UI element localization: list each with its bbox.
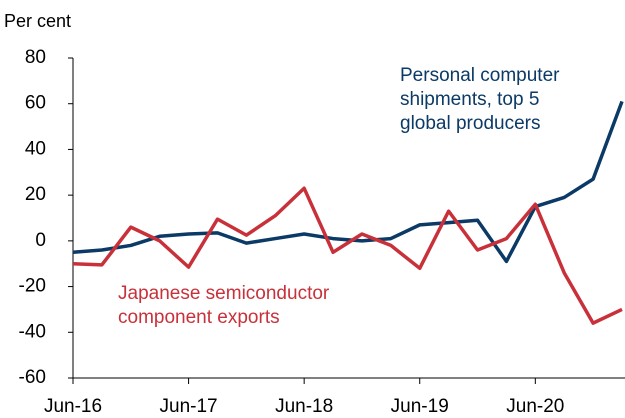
x-tick-label: Jun-19 bbox=[391, 396, 449, 417]
series-label: Personal computer bbox=[400, 65, 560, 86]
y-tick-label: -40 bbox=[19, 321, 46, 342]
series-line bbox=[72, 186, 623, 325]
series-label: shipments, top 5 bbox=[400, 89, 539, 110]
x-tick-label: Jun-20 bbox=[506, 396, 564, 417]
series-line bbox=[72, 100, 624, 264]
y-tick-label: 20 bbox=[25, 184, 46, 205]
x-tick-label: Jun-18 bbox=[275, 396, 333, 417]
series-label: Japanese semiconductor bbox=[118, 283, 330, 304]
y-tick-label: 80 bbox=[25, 47, 46, 68]
y-tick-label: -60 bbox=[19, 367, 46, 388]
y-tick-label: -20 bbox=[19, 276, 46, 297]
y-tick-label: 40 bbox=[25, 138, 46, 159]
y-tick-label: 60 bbox=[25, 93, 46, 114]
x-tick-label: Jun-17 bbox=[160, 396, 218, 417]
y-axis-label: Per cent bbox=[4, 11, 71, 31]
x-tick-label: Jun-16 bbox=[44, 396, 102, 417]
y-tick-label: 0 bbox=[35, 230, 46, 251]
series-label: component exports bbox=[118, 307, 280, 328]
series-label: global producers bbox=[400, 113, 540, 134]
